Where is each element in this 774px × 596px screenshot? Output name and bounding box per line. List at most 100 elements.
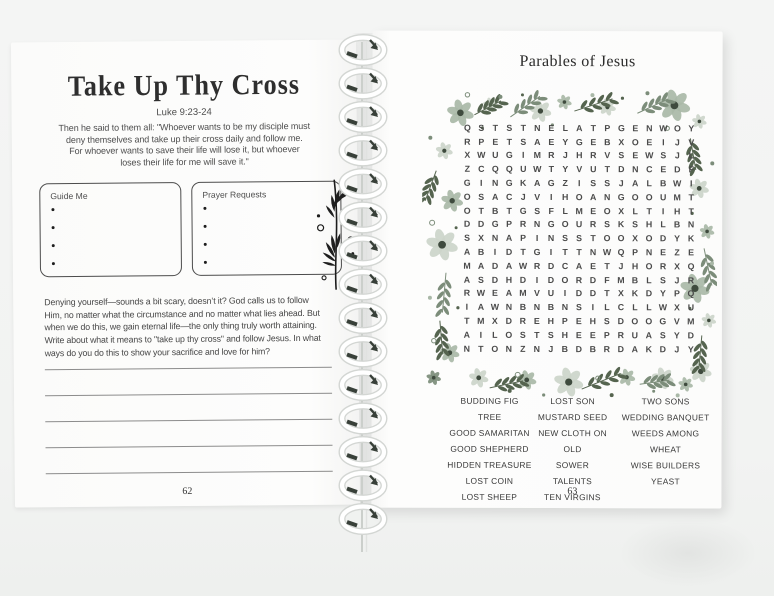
spiral-binding — [338, 34, 388, 552]
grid-letter: O — [603, 205, 611, 216]
grid-letter: D — [674, 164, 681, 175]
grid-letter: B — [631, 274, 639, 285]
grid-letter: I — [549, 191, 553, 202]
grid-letter: Y — [562, 164, 569, 175]
grid-letter: D — [659, 343, 666, 354]
grid-letter: S — [506, 122, 513, 133]
grid-letter: V — [673, 316, 680, 327]
page-number-left: 62 — [182, 485, 193, 498]
grid-letter: F — [688, 164, 694, 175]
left-page-title: Take Up Thy Cross — [67, 67, 301, 103]
grid-letter: N — [463, 343, 470, 354]
grid-letter: D — [519, 274, 527, 285]
grid-letter: Y — [562, 136, 569, 147]
grid-letter: W — [658, 302, 668, 313]
grid-letter: S — [603, 316, 610, 327]
grid-letter: S — [478, 191, 485, 202]
grid-letter: N — [533, 219, 541, 230]
grid-letter: A — [534, 136, 541, 147]
grid-letter: D — [547, 274, 555, 285]
grid-letter: T — [590, 123, 597, 134]
grid-letter: E — [688, 247, 694, 258]
grid-letter: O — [617, 233, 625, 244]
grid-letter: H — [631, 261, 639, 272]
grid-letter: O — [463, 191, 471, 202]
grid-letter: R — [548, 150, 555, 161]
grid-letter: O — [491, 343, 499, 354]
grid-letter: N — [589, 247, 597, 258]
grid-letter: E — [590, 136, 597, 147]
grid-letter: E — [660, 164, 667, 175]
grid-letter: D — [659, 233, 667, 244]
grid-letter: B — [477, 246, 485, 257]
grid-letter: M — [617, 274, 625, 285]
grid-letter: Z — [464, 164, 470, 175]
grid-letter: N — [533, 343, 540, 354]
grid-letter: E — [491, 288, 498, 299]
grid-letter: T — [492, 122, 499, 133]
grid-letter: A — [463, 246, 471, 257]
grid-letter: I — [535, 274, 539, 285]
grid-letter: D — [618, 164, 625, 175]
grid-letter: L — [492, 329, 498, 340]
grid-letter: O — [645, 316, 653, 327]
writing-line — [45, 444, 333, 449]
grid-letter: D — [687, 330, 695, 341]
grid-letter: B — [491, 205, 499, 216]
grid-letter: T — [478, 205, 484, 216]
grid-letter: R — [519, 219, 527, 230]
grid-letter: O — [631, 136, 639, 147]
grid-letter: N — [534, 122, 541, 133]
grid-letter: D — [645, 288, 653, 299]
grid-letter: P — [673, 288, 680, 299]
grid-letter: S — [547, 329, 554, 340]
grid-letter: T — [520, 122, 527, 133]
grid-letter: U — [547, 288, 555, 299]
grid-letter: I — [493, 246, 497, 257]
grid-letter: O — [645, 233, 653, 244]
grid-letter: H — [505, 274, 513, 285]
grid-letter: S — [660, 150, 667, 161]
grid-letter: P — [506, 219, 513, 230]
bullet-dot — [203, 206, 207, 210]
grid-letter: V — [688, 137, 695, 148]
grid-letter: V — [604, 150, 611, 161]
grid-letter: W — [673, 178, 682, 189]
grid-letter: L — [562, 205, 568, 216]
grid-letter: X — [618, 136, 625, 147]
passage-line: loses their life for me will save it." — [120, 156, 249, 168]
grid-letter: N — [646, 123, 653, 134]
grid-letter: S — [632, 219, 639, 230]
grid-letter: D — [547, 260, 555, 271]
grid-letter: M — [673, 192, 681, 203]
page-number-right: 63 — [567, 486, 578, 498]
grid-letter: S — [590, 178, 597, 189]
word-list-item: TWO SONS — [641, 396, 690, 407]
grid-letter: Z — [520, 343, 526, 354]
grid-letter: J — [618, 178, 624, 189]
grid-letter: A — [534, 178, 541, 189]
grid-letter: T — [646, 205, 652, 216]
grid-letter: E — [533, 316, 540, 327]
grid-letter: S — [604, 219, 611, 230]
grid-letter: J — [674, 343, 680, 354]
grid-letter: Q — [463, 122, 471, 133]
grid-letter: C — [617, 302, 625, 313]
grid-letter: N — [645, 247, 653, 258]
grid-letter: V — [533, 288, 540, 299]
grid-letter: X — [617, 288, 624, 299]
grid-letter: K — [520, 178, 527, 189]
page-shadow — [618, 518, 758, 588]
grid-letter: T — [464, 315, 470, 326]
grid-letter: Y — [688, 123, 695, 134]
grid-letter: N — [492, 177, 499, 188]
grid-letter: W — [645, 150, 654, 161]
grid-letter: M — [477, 315, 485, 326]
grid-letter: R — [533, 260, 541, 271]
grid-letter: X — [674, 261, 680, 272]
grid-letter: Q — [687, 288, 695, 299]
grid-letter: I — [662, 136, 665, 147]
